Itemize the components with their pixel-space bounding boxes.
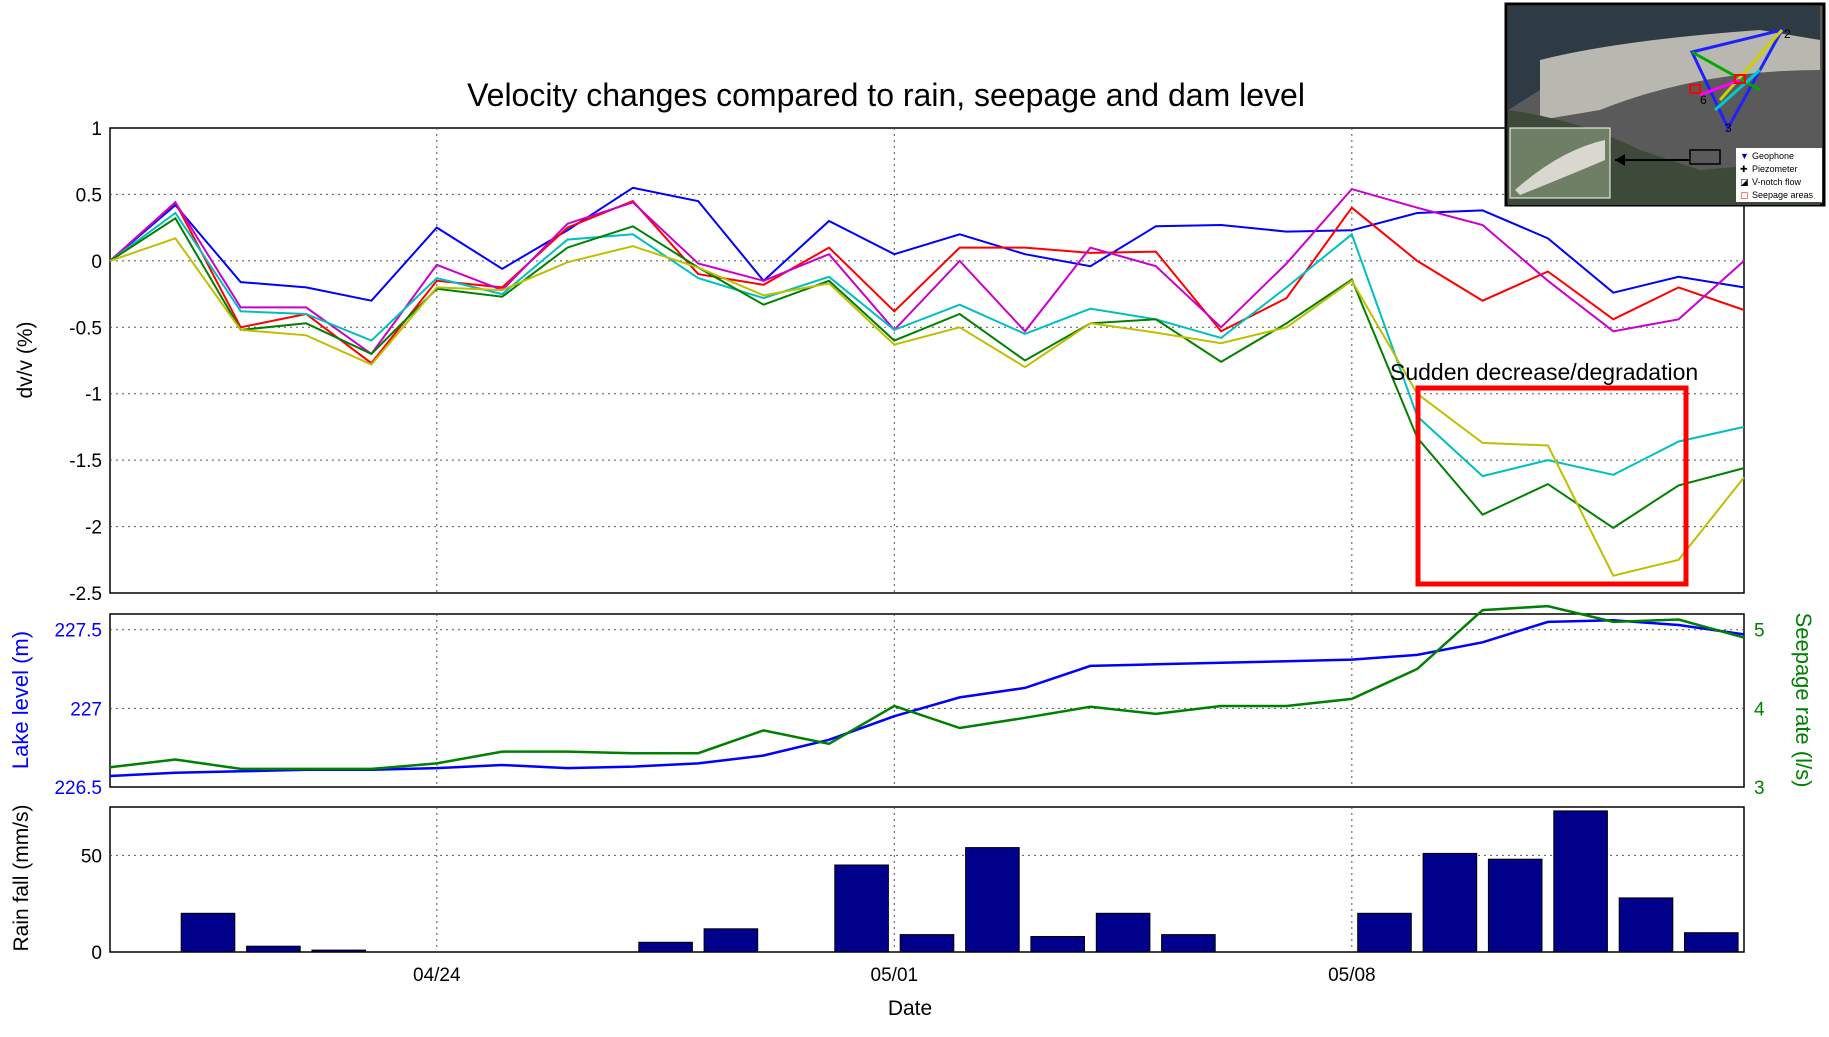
rainfall-bar: [703, 928, 759, 953]
x-axis-label: Date: [888, 997, 932, 1020]
rainfall-bar: [834, 864, 889, 953]
lake-ytick-label: 227.5: [54, 621, 102, 642]
rainfall-bar: [1357, 912, 1412, 953]
rainfall-bar: [1684, 932, 1739, 953]
rainfall-bar: [1618, 897, 1674, 953]
lake-ytick-label: 226.5: [54, 778, 102, 799]
velocity-ytick-label: -2.5: [69, 584, 102, 605]
x-tick-label: 04/24: [413, 965, 461, 986]
velocity-axes-frame: [109, 127, 1745, 594]
velocity-ytick-label: 0.5: [76, 185, 102, 206]
inset-legend: [1736, 148, 1822, 202]
legend-piezometer: Piezometer: [1752, 164, 1798, 174]
lake-ytick-label: 227: [70, 699, 102, 720]
velocity-series-line-1: [109, 186, 1745, 302]
rain-ytick-label: 50: [81, 846, 102, 867]
legend-geophone-icon: ▼: [1740, 151, 1749, 161]
x-tick-label: 05/01: [871, 965, 919, 986]
rainfall-bar: [1161, 934, 1216, 953]
lake-level-line: [109, 619, 1745, 778]
legend-vnotch-icon: ◪: [1740, 177, 1749, 187]
rainfall-bar: [246, 945, 301, 953]
rainfall-bar: [1030, 936, 1086, 953]
velocity-series-line-6: [109, 237, 1745, 577]
inset-point-label-6: 6: [1700, 93, 1707, 107]
inset-map: 2 6 3 ▼ Geophone ✚ Piezometer ◪ V-notch …: [1504, 2, 1826, 207]
lake-seepage-axes-frame: [109, 613, 1745, 788]
rainfall-bar: [1487, 858, 1543, 953]
rainfall-bar: [1095, 912, 1151, 953]
rainfall-bar: [1553, 810, 1608, 953]
velocity-ytick-label: 1: [91, 119, 102, 140]
rainfall-bar: [180, 912, 236, 953]
rain-ytick-label: 0: [91, 943, 102, 964]
inset-point-label-3: 3: [1725, 121, 1732, 135]
velocity-ytick-label: 0: [91, 252, 102, 273]
velocity-ytick-label: -1.5: [69, 451, 102, 472]
velocity-ylabel: dv/v (%): [14, 321, 37, 398]
rainfall-bar: [1422, 852, 1478, 953]
seepage-ytick-label: 4: [1754, 699, 1765, 720]
legend-piezometer-icon: ✚: [1740, 164, 1748, 174]
legend-geophone: Geophone: [1752, 151, 1794, 161]
velocity-series-line-4: [109, 211, 1745, 478]
legend-seepage: Seepage areas: [1752, 190, 1814, 200]
seepage-rate-line: [109, 604, 1745, 771]
legend-seepage-icon: ▢: [1740, 190, 1749, 200]
degradation-annotation: Sudden decrease/degradation: [1390, 359, 1698, 385]
seepage-ytick-label: 5: [1754, 621, 1765, 642]
lake-level-ylabel: Lake level (m): [8, 631, 33, 769]
velocity-ytick-label: -0.5: [69, 318, 102, 339]
rainfall-bar: [899, 934, 955, 953]
seepage-ytick-label: 3: [1754, 778, 1765, 799]
rainfall-panel: 50 0 04/24 05/01 05/08 Rain fall (mm/s) Date: [10, 804, 1745, 1020]
velocity-series-line-5: [109, 216, 1745, 530]
velocity-series-line-2: [109, 199, 1745, 365]
lake-seepage-panel: 227.5 227 226.5 5 4 3 Lake level (m) Seepage …: [8, 604, 1816, 799]
velocity-ytick-label: -2: [85, 518, 102, 539]
velocity-ytick-label: -1: [85, 385, 102, 406]
rainfall-bar: [311, 949, 367, 953]
velocity-series-line-3: [109, 187, 1745, 356]
chart-title: Velocity changes compared to rain, seepa…: [467, 77, 1305, 113]
x-tick-label: 05/08: [1328, 965, 1376, 986]
inset-point-label-2: 2: [1784, 27, 1791, 41]
rainfall-bar: [965, 847, 1020, 953]
velocity-panel: 1 0.5 0 -0.5 -1 -1.5 -2 -2.5 dv/v (%) Sudden de…: [14, 119, 1745, 605]
rainfall-ylabel: Rain fall (mm/s): [10, 804, 33, 951]
degradation-box: [1415, 385, 1689, 587]
seepage-rate-ylabel: Seepage rate (l/s): [1791, 613, 1816, 788]
rainfall-bar: [638, 941, 693, 953]
legend-vnotch: V-notch flow: [1752, 177, 1802, 187]
